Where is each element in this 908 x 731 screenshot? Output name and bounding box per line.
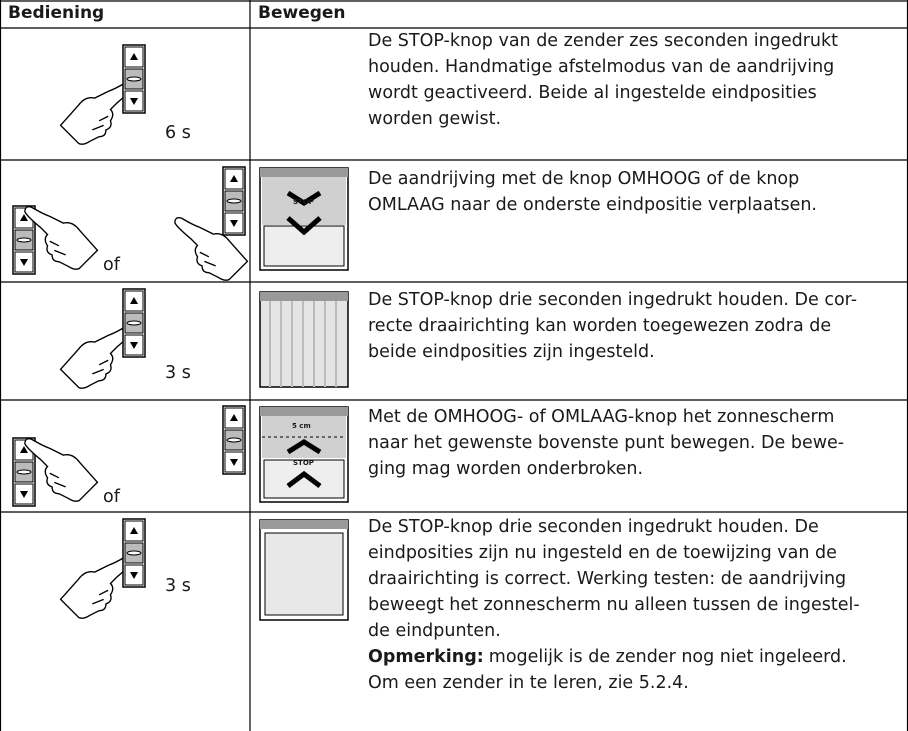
note-label: Opmerking: xyxy=(368,647,484,667)
text-line: mogelijk is de zender nog niet ingeleerd… xyxy=(488,647,847,667)
remote-icon xyxy=(222,405,246,475)
blind-icon xyxy=(259,291,349,388)
text-line: naar het gewenste bovenste punt bewegen.… xyxy=(368,433,845,453)
text-line: de eindpunten. xyxy=(368,621,501,641)
text-line: Met de OMHOOG- of OMLAAG-knop het zonnes… xyxy=(368,407,835,427)
text-line: Om een zender in te leren, zie 5.2.4. xyxy=(368,673,689,693)
blind-icon xyxy=(259,519,349,621)
or-label: of xyxy=(103,255,120,275)
text-line: De STOP-knop van de zender zes seconden … xyxy=(368,31,838,51)
icon-text: STOP xyxy=(293,198,314,206)
remote-icon xyxy=(122,518,146,588)
remote-icon xyxy=(222,166,246,236)
header-cell: Bewegen xyxy=(258,3,346,23)
duration-label: 6 s xyxy=(165,123,191,143)
icon-text: 5 cm xyxy=(292,422,311,431)
or-label: of xyxy=(103,487,120,507)
remote-icon xyxy=(122,288,146,358)
text-line: De STOP-knop drie seconden ingedrukt hou… xyxy=(368,290,858,310)
duration-label: 3 s xyxy=(165,363,191,383)
text-line: De aandrijving met de knop OMHOOG of de … xyxy=(368,169,800,189)
icon-text: STOP xyxy=(293,459,314,467)
header-cell: Bediening xyxy=(8,3,105,23)
text-line: eindposities zijn nu ingesteld en de toe… xyxy=(368,543,837,563)
text-line: OMLAAG naar de onderste eindpositie verp… xyxy=(368,195,817,215)
text-line: draairichting is correct. Werking testen… xyxy=(368,569,847,589)
text-line: beweegt het zonnescherm nu alleen tussen… xyxy=(368,595,860,615)
blind-icon xyxy=(259,167,349,271)
text-line: beide eindposities zijn ingesteld. xyxy=(368,342,655,362)
text-line: ging mag worden onderbroken. xyxy=(368,459,644,479)
blind-icon xyxy=(259,406,349,503)
text-line: worden gewist. xyxy=(368,109,502,129)
remote-icon xyxy=(122,44,146,114)
text-line: De STOP-knop drie seconden ingedrukt hou… xyxy=(368,517,819,537)
text-line: wordt geactiveerd. Beide al ingestelde e… xyxy=(368,83,817,103)
text-line: houden. Handmatige afstelmodus van de aa… xyxy=(368,57,835,77)
text-line: recte draairichting kan worden toegeweze… xyxy=(368,316,832,336)
duration-label: 3 s xyxy=(165,576,191,596)
